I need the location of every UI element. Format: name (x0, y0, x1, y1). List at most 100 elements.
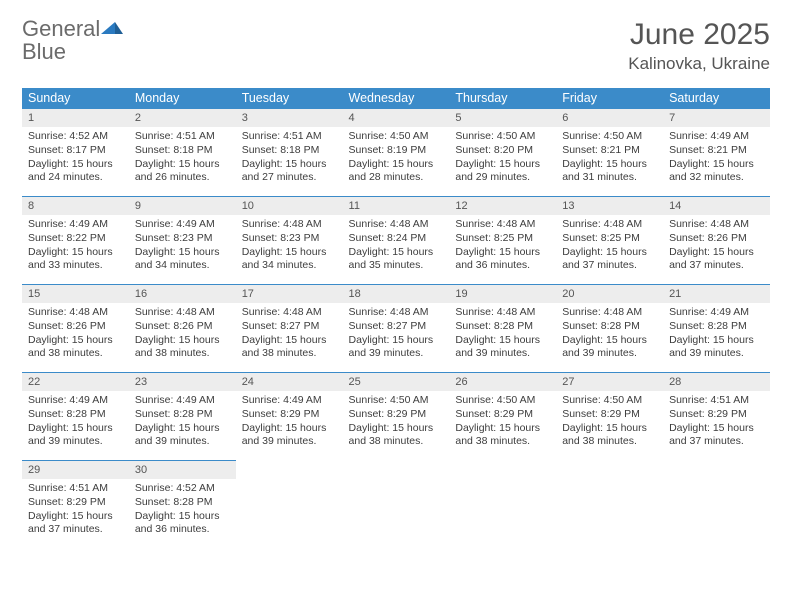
sunrise-line: Sunrise: 4:50 AM (349, 130, 444, 144)
day-body: Sunrise: 4:50 AMSunset: 8:29 PMDaylight:… (449, 391, 556, 455)
day-body: Sunrise: 4:52 AMSunset: 8:17 PMDaylight:… (22, 127, 129, 191)
logo-word-general: General (22, 16, 100, 41)
sunset-line: Sunset: 8:29 PM (669, 408, 764, 422)
calendar-cell: 28 Sunrise: 4:51 AMSunset: 8:29 PMDayligh… (663, 372, 770, 460)
sunset-line: Sunset: 8:28 PM (135, 408, 230, 422)
daylight-line: Daylight: 15 hours and 38 minutes. (349, 422, 444, 449)
daylight-line: Daylight: 15 hours and 39 minutes. (669, 334, 764, 361)
sunrise-line: Sunrise: 4:48 AM (562, 218, 657, 232)
calendar-cell: 18Sunrise: 4:48 AMSunset: 8:27 PMDayligh… (343, 284, 450, 372)
daylight-line: Daylight: 15 hours and 39 minutes. (242, 422, 337, 449)
calendar-cell: 5Sunrise: 4:50 AMSunset: 8:20 PMDaylight… (449, 108, 556, 196)
calendar-cell: 16Sunrise: 4:48 AMSunset: 8:26 PMDayligh… (129, 284, 236, 372)
logo-arrow-icon (101, 20, 123, 41)
sunset-line: Sunset: 8:28 PM (28, 408, 123, 422)
sunset-line: Sunset: 8:27 PM (242, 320, 337, 334)
sunset-line: Sunset: 8:18 PM (135, 144, 230, 158)
calendar-cell: 25Sunrise: 4:50 AMSunset: 8:29 PMDayligh… (343, 372, 450, 460)
calendar-cell (663, 460, 770, 548)
sunrise-line: Sunrise: 4:48 AM (669, 218, 764, 232)
day-body: Sunrise: 4:49 AMSunset: 8:28 PMDaylight:… (663, 303, 770, 367)
sunrise-line: Sunrise: 4:48 AM (242, 218, 337, 232)
daylight-line: Daylight: 15 hours and 36 minutes. (135, 510, 230, 537)
day-number: 27 (556, 372, 663, 391)
calendar-row: 29Sunrise: 4:51 AMSunset: 8:29 PMDayligh… (22, 460, 770, 548)
day-body: Sunrise: 4:50 AMSunset: 8:29 PMDaylight:… (343, 391, 450, 455)
day-body: Sunrise: 4:51 AMSunset: 8:18 PMDaylight:… (129, 127, 236, 191)
calendar-cell: 20Sunrise: 4:48 AMSunset: 8:28 PMDayligh… (556, 284, 663, 372)
day-number: 28 (663, 372, 770, 391)
day-number: 19 (449, 284, 556, 303)
calendar-cell: 7Sunrise: 4:49 AMSunset: 8:21 PMDaylight… (663, 108, 770, 196)
day-body: Sunrise: 4:48 AMSunset: 8:27 PMDaylight:… (343, 303, 450, 367)
sunset-line: Sunset: 8:29 PM (242, 408, 337, 422)
day-body: Sunrise: 4:48 AMSunset: 8:25 PMDaylight:… (449, 215, 556, 279)
weekday-header: Thursday (449, 88, 556, 108)
sunset-line: Sunset: 8:22 PM (28, 232, 123, 246)
day-body: Sunrise: 4:49 AMSunset: 8:22 PMDaylight:… (22, 215, 129, 279)
logo-word-blue: Blue (22, 39, 66, 64)
sunset-line: Sunset: 8:28 PM (562, 320, 657, 334)
daylight-line: Daylight: 15 hours and 37 minutes. (669, 422, 764, 449)
sunrise-line: Sunrise: 4:51 AM (669, 394, 764, 408)
day-number: 6 (556, 108, 663, 127)
day-number: 4 (343, 108, 450, 127)
calendar-cell: 30Sunrise: 4:52 AMSunset: 8:28 PMDayligh… (129, 460, 236, 548)
calendar-table: SundayMondayTuesdayWednesdayThursdayFrid… (22, 88, 770, 548)
sunrise-line: Sunrise: 4:48 AM (349, 306, 444, 320)
sunrise-line: Sunrise: 4:48 AM (135, 306, 230, 320)
day-number: 25 (343, 372, 450, 391)
sunrise-line: Sunrise: 4:49 AM (135, 218, 230, 232)
sunrise-line: Sunrise: 4:49 AM (669, 306, 764, 320)
calendar-cell: 27Sunrise: 4:50 AMSunset: 8:29 PMDayligh… (556, 372, 663, 460)
sunrise-line: Sunrise: 4:48 AM (242, 306, 337, 320)
daylight-line: Daylight: 15 hours and 37 minutes. (562, 246, 657, 273)
calendar-row: 15Sunrise: 4:48 AMSunset: 8:26 PMDayligh… (22, 284, 770, 372)
title-block: June 2025 Kalinovka, Ukraine (628, 18, 770, 74)
day-number: 23 (129, 372, 236, 391)
day-body: Sunrise: 4:49 AMSunset: 8:28 PMDaylight:… (129, 391, 236, 455)
daylight-line: Daylight: 15 hours and 34 minutes. (135, 246, 230, 273)
day-number: 13 (556, 196, 663, 215)
day-number: 30 (129, 460, 236, 479)
header: General Blue June 2025 Kalinovka, Ukrain… (22, 18, 770, 74)
calendar-cell: 9Sunrise: 4:49 AMSunset: 8:23 PMDaylight… (129, 196, 236, 284)
sunrise-line: Sunrise: 4:49 AM (669, 130, 764, 144)
sunset-line: Sunset: 8:29 PM (455, 408, 550, 422)
calendar-cell: 10Sunrise: 4:48 AMSunset: 8:23 PMDayligh… (236, 196, 343, 284)
day-number: 14 (663, 196, 770, 215)
daylight-line: Daylight: 15 hours and 26 minutes. (135, 158, 230, 185)
day-body: Sunrise: 4:48 AMSunset: 8:27 PMDaylight:… (236, 303, 343, 367)
day-body: Sunrise: 4:52 AMSunset: 8:28 PMDaylight:… (129, 479, 236, 543)
daylight-line: Daylight: 15 hours and 37 minutes. (669, 246, 764, 273)
sunset-line: Sunset: 8:21 PM (669, 144, 764, 158)
daylight-line: Daylight: 15 hours and 38 minutes. (562, 422, 657, 449)
sunrise-line: Sunrise: 4:48 AM (455, 306, 550, 320)
day-body: Sunrise: 4:48 AMSunset: 8:26 PMDaylight:… (22, 303, 129, 367)
calendar-body: 1Sunrise: 4:52 AMSunset: 8:17 PMDaylight… (22, 108, 770, 548)
weekday-header: Tuesday (236, 88, 343, 108)
day-body: Sunrise: 4:48 AMSunset: 8:23 PMDaylight:… (236, 215, 343, 279)
sunrise-line: Sunrise: 4:50 AM (349, 394, 444, 408)
sunrise-line: Sunrise: 4:49 AM (28, 218, 123, 232)
sunrise-line: Sunrise: 4:52 AM (135, 482, 230, 496)
sunset-line: Sunset: 8:26 PM (669, 232, 764, 246)
day-body: Sunrise: 4:50 AMSunset: 8:19 PMDaylight:… (343, 127, 450, 191)
daylight-line: Daylight: 15 hours and 24 minutes. (28, 158, 123, 185)
sunset-line: Sunset: 8:29 PM (349, 408, 444, 422)
day-number: 16 (129, 284, 236, 303)
sunset-line: Sunset: 8:26 PM (28, 320, 123, 334)
daylight-line: Daylight: 15 hours and 29 minutes. (455, 158, 550, 185)
daylight-line: Daylight: 15 hours and 38 minutes. (455, 422, 550, 449)
sunset-line: Sunset: 8:28 PM (669, 320, 764, 334)
day-number: 15 (22, 284, 129, 303)
daylight-line: Daylight: 15 hours and 39 minutes. (349, 334, 444, 361)
sunrise-line: Sunrise: 4:51 AM (28, 482, 123, 496)
calendar-cell: 19Sunrise: 4:48 AMSunset: 8:28 PMDayligh… (449, 284, 556, 372)
sunset-line: Sunset: 8:23 PM (135, 232, 230, 246)
daylight-line: Daylight: 15 hours and 37 minutes. (28, 510, 123, 537)
day-body: Sunrise: 4:48 AMSunset: 8:28 PMDaylight:… (449, 303, 556, 367)
calendar-cell (556, 460, 663, 548)
sunset-line: Sunset: 8:18 PM (242, 144, 337, 158)
calendar-cell: 6Sunrise: 4:50 AMSunset: 8:21 PMDaylight… (556, 108, 663, 196)
